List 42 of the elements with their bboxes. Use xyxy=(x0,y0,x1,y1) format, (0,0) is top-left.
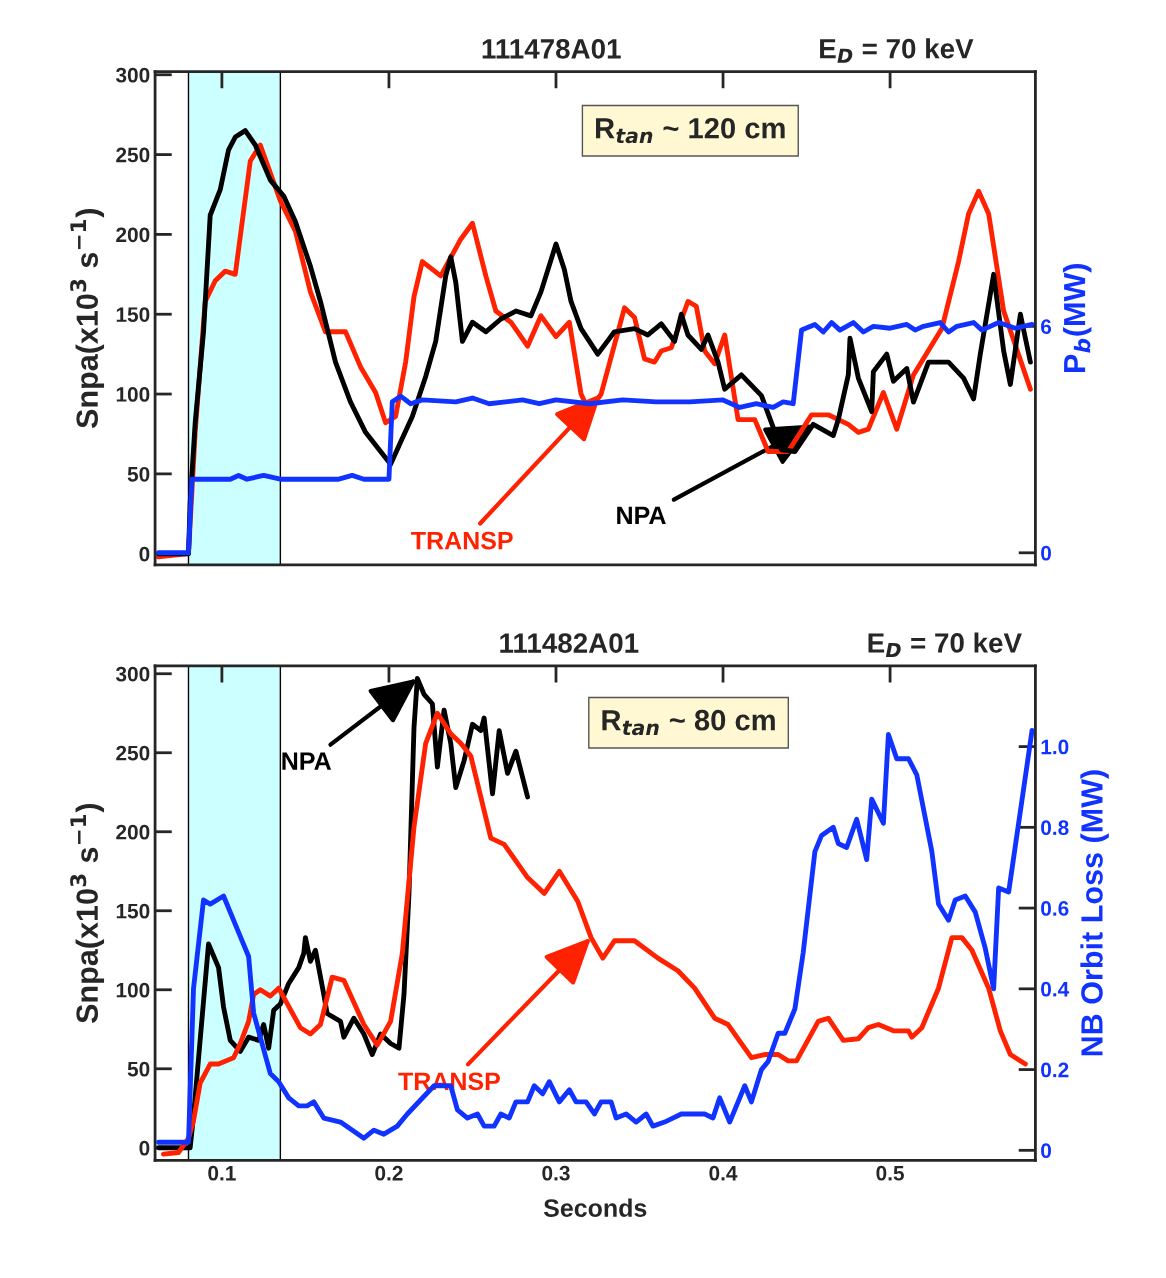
x-axis-title: Seconds xyxy=(543,1198,647,1217)
chart-subtitle: E$_{D}$ = 70 keV xyxy=(868,632,1022,658)
y-tick-label: 150 xyxy=(116,903,150,919)
y2-tick-label: 0 xyxy=(1041,545,1051,561)
y-axis-title: Snpa(x10$^{3}$ s$^{−1}$) xyxy=(70,209,105,429)
annotation: TRANSP xyxy=(411,531,513,550)
y-tick-label: 300 xyxy=(115,67,150,83)
y-tick-label: 100 xyxy=(116,387,150,402)
x-tick-label: 0.4 xyxy=(709,1165,738,1181)
chart-subtitle: E$_{D}$ = 70 keV xyxy=(820,38,974,63)
y-tick-label: 100 xyxy=(116,982,150,998)
y-tick-label: 50 xyxy=(127,1061,150,1077)
y2-tick-label: 6 xyxy=(1041,319,1052,335)
y2-tick-label: 1.0 xyxy=(1041,739,1069,755)
y-tick-label: 300 xyxy=(115,666,150,682)
x-tick-label: 0.3 xyxy=(542,1165,570,1181)
line-series xyxy=(155,320,1035,556)
y-axis-title: Snpa(x10$^{3}$ s$^{−1}$) xyxy=(70,803,105,1024)
annotation: R$_{tan}$ ~ 80 cm xyxy=(602,709,775,736)
y2-axis-title: NB Orbit Loss (MW) xyxy=(1080,770,1109,1056)
y2-tick-label: 0.8 xyxy=(1041,820,1069,836)
annotation: R$_{tan}$ ~ 120 cm xyxy=(596,117,785,144)
y2-axis-title: P$_{b}$(MW) xyxy=(1062,264,1092,372)
x-tick-label: 0.5 xyxy=(876,1165,904,1181)
x-tick-label: 0.2 xyxy=(375,1165,403,1181)
chart-title: 111478A01 xyxy=(482,39,621,59)
y-tick-label: 250 xyxy=(116,147,150,163)
y-tick-label: 200 xyxy=(116,824,150,840)
x-tick-label: 0.1 xyxy=(208,1165,236,1181)
annotation: NPA xyxy=(617,506,666,524)
y-tick-label: 0 xyxy=(139,1140,150,1156)
y-tick-label: 150 xyxy=(116,307,150,322)
y2-tick-label: 0 xyxy=(1041,1143,1051,1159)
y2-tick-label: 0.2 xyxy=(1041,1062,1069,1078)
y-tick-label: 0 xyxy=(139,546,150,562)
annotation: NPA xyxy=(282,752,332,770)
y2-tick-label: 0.6 xyxy=(1041,901,1069,916)
y2-tick-label: 0.4 xyxy=(1041,981,1070,997)
y-tick-label: 200 xyxy=(116,227,150,243)
chart-title: 111482A01 xyxy=(500,633,639,653)
y-tick-label: 50 xyxy=(127,466,150,482)
y-tick-label: 250 xyxy=(116,745,150,761)
